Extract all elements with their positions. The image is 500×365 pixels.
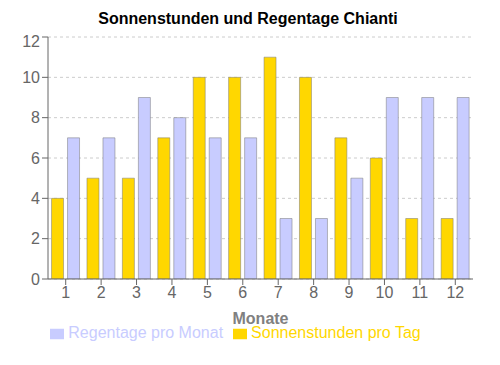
svg-text:7: 7: [274, 284, 283, 301]
svg-text:8: 8: [31, 109, 40, 126]
html-text:Sonnenstunden und Regentage Ch: Sonnenstunden und Regentage Chianti: [98, 10, 398, 27]
svg-text:10: 10: [22, 69, 40, 86]
svg-text:6: 6: [238, 284, 247, 301]
svg-text:6: 6: [31, 150, 40, 167]
svg-text:5: 5: [203, 284, 212, 301]
html-text:Regentage pro Monat: Regentage pro Monat: [68, 324, 224, 341]
svg-text:0: 0: [31, 271, 40, 288]
svg-text:11: 11: [412, 284, 429, 301]
svg-text:1: 1: [61, 284, 70, 301]
svg-text:2: 2: [31, 230, 40, 247]
svg-text:8: 8: [309, 284, 318, 301]
svg-text:4: 4: [31, 190, 40, 207]
html-text:Sonnenstunden pro Tag: Sonnenstunden pro Tag: [251, 324, 421, 341]
svg-text:12: 12: [22, 33, 40, 50]
svg-text:4: 4: [168, 284, 177, 301]
svg-text:3: 3: [132, 284, 141, 301]
svg-text:2: 2: [97, 284, 106, 301]
svg-text:12: 12: [446, 284, 464, 301]
svg-text:Monate: Monate: [233, 310, 289, 327]
svg-text:9: 9: [345, 284, 354, 301]
svg-text:10: 10: [376, 284, 394, 301]
